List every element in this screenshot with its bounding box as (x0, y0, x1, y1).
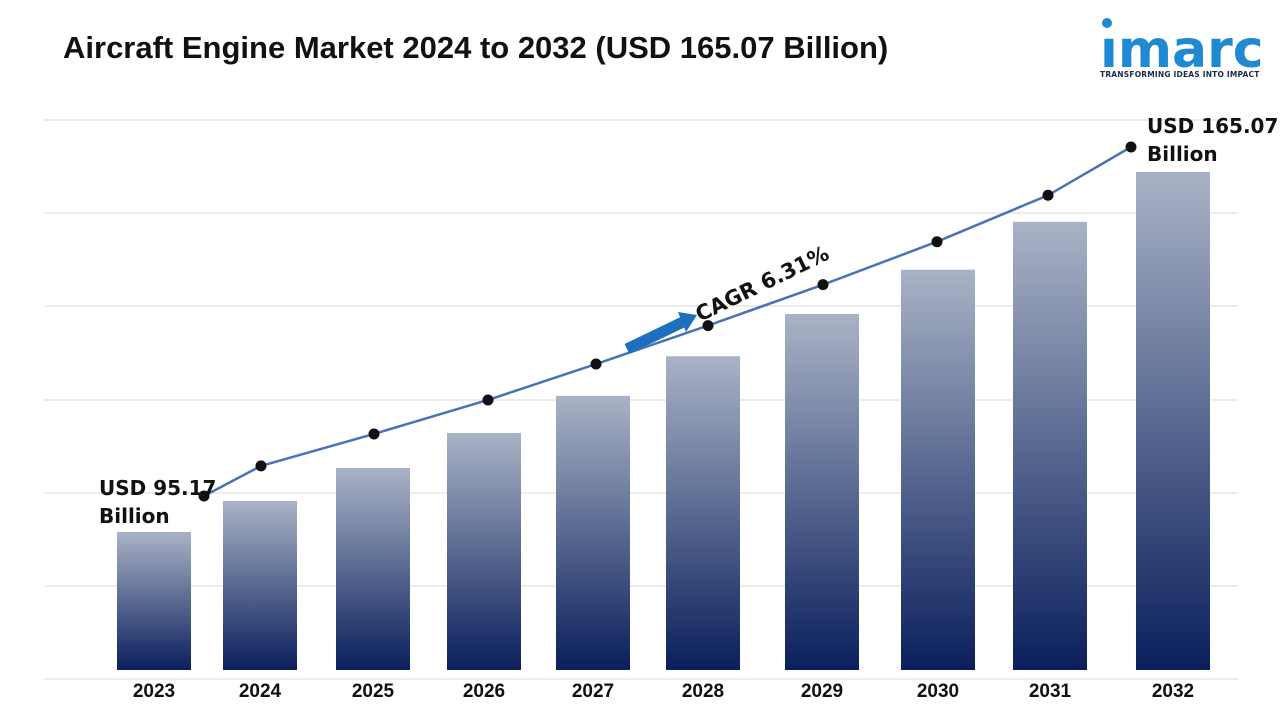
end-value-label-line2: Billion (1147, 142, 1218, 166)
bar-2026 (447, 432, 521, 670)
bar-2031 (1013, 221, 1087, 670)
imarc-logo: ımarc TRANSFORMING IDEAS INTO IMPACT (1096, 14, 1264, 84)
x-tick-label: 2030 (917, 681, 959, 702)
x-tick-label: 2031 (1029, 681, 1072, 702)
logo-tagline: TRANSFORMING IDEAS INTO IMPACT (1100, 70, 1260, 79)
x-tick-label: 2025 (352, 681, 395, 702)
logo-wordmark: ımarc (1100, 20, 1264, 80)
trend-point-2028 (702, 320, 714, 332)
bar-2029 (785, 313, 859, 670)
bar-2023 (117, 532, 191, 670)
trend-point-2030 (931, 236, 943, 248)
bar-2027 (556, 395, 630, 670)
x-tick-label: 2027 (572, 681, 614, 702)
start-value-label-line1: USD 95.17 (99, 476, 216, 500)
start-value-label-line2: Billion (99, 504, 170, 528)
trend-line (203, 145, 1132, 498)
bar-2025 (336, 467, 410, 670)
bar-2030 (901, 269, 975, 670)
logo-dot-icon (1102, 18, 1112, 28)
trend-point-2031 (1042, 189, 1054, 201)
cagr-arrow-icon (624, 312, 697, 354)
trend-point-2032 (1125, 141, 1137, 153)
x-tick-label: 2029 (801, 681, 843, 702)
bar-2024 (223, 500, 297, 670)
x-tick-label: 2026 (463, 681, 505, 702)
trend-point-2026 (482, 394, 494, 406)
chart-title: Aircraft Engine Market 2024 to 2032 (USD… (63, 30, 889, 65)
bar-2028 (666, 356, 740, 670)
x-tick-label: 2032 (1152, 681, 1194, 702)
trend-point-2024 (255, 460, 267, 472)
trend-point-2023 (198, 490, 210, 502)
bar-2032 (1136, 172, 1210, 670)
end-value-label-line1: USD 165.07 (1147, 114, 1278, 138)
cagr-label: CAGR 6.31% (692, 241, 833, 326)
x-tick-label: 2023 (133, 681, 175, 702)
trend-point-2027 (590, 358, 602, 370)
x-tick-label: 2024 (239, 681, 282, 702)
x-tick-label: 2028 (682, 681, 724, 702)
trend-point-2029 (817, 279, 829, 291)
trend-point-2025 (368, 428, 380, 440)
